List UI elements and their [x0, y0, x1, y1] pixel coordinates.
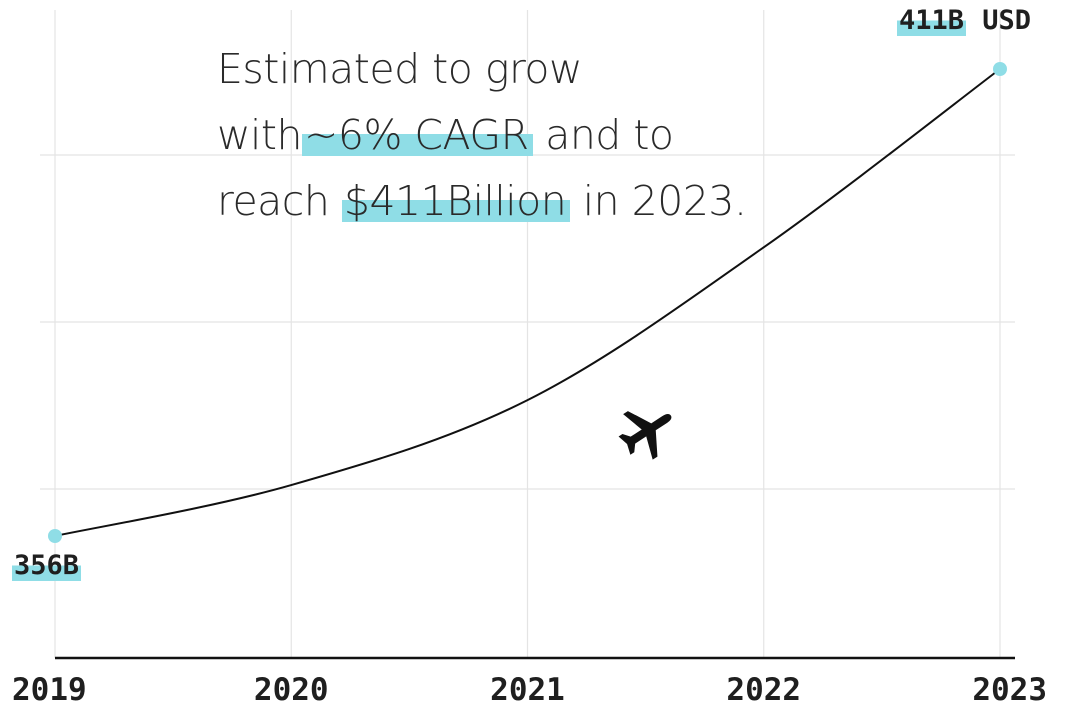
- x-tick-label-2019: 2019: [12, 672, 87, 708]
- headline-line-3a: reach: [217, 177, 342, 225]
- start-point-marker: [48, 529, 62, 543]
- x-tick-label-2022: 2022: [726, 672, 802, 708]
- headline-line-2b: and to: [532, 111, 674, 159]
- end-value-label: 411B USD: [897, 4, 1031, 38]
- billion-highlight: $411Billion: [341, 177, 571, 225]
- headline: Estimated to grow with~6% CAGR and to re…: [217, 36, 747, 234]
- x-tick-label-2021: 2021: [490, 672, 565, 708]
- headline-line-1: Estimated to grow: [217, 45, 583, 93]
- x-tick-label-2020: 2020: [253, 672, 329, 708]
- start-value-label: 356B: [12, 549, 82, 583]
- headline-line-3b: in 2023.: [570, 177, 747, 225]
- x-tick-label-2023: 2023: [972, 672, 1047, 708]
- start-value-highlight: 356B: [12, 550, 82, 581]
- airplane-icon: [618, 411, 672, 460]
- series-line: [54, 68, 1001, 537]
- end-value-unit: USD: [966, 5, 1032, 36]
- end-point-marker: [993, 62, 1007, 76]
- end-value-highlight: 411B: [897, 5, 967, 36]
- headline-line-2a: with: [217, 111, 303, 159]
- cagr-highlight: ~6% CAGR: [302, 111, 533, 159]
- data-points: [48, 62, 1007, 543]
